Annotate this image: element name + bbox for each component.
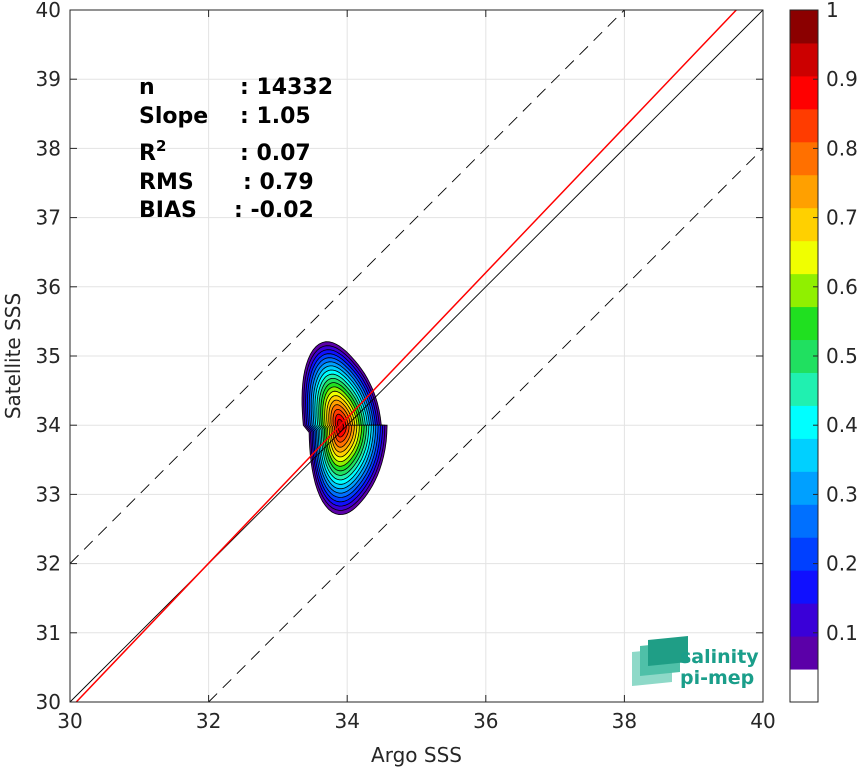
y-tick-label: 30 <box>36 690 61 714</box>
colorbar-segment <box>790 405 818 439</box>
colorbar-tick-label: 0.5 <box>826 344 858 368</box>
colorbar-segment <box>790 10 818 44</box>
x-axis-label: Argo SSS <box>371 743 462 767</box>
colorbar-segment <box>790 240 818 275</box>
lower-bound-line <box>208 148 764 703</box>
colorbar-segment <box>790 537 818 571</box>
stat-label: RMS <box>139 170 194 195</box>
stat-value: : 1.05 <box>240 104 311 129</box>
stat-label: Slope <box>139 104 208 129</box>
y-tick-label: 35 <box>36 344 61 368</box>
colorbar-tick-label: 0.3 <box>826 482 858 506</box>
stat-value: : 14332 <box>240 75 333 100</box>
x-tick-label: 32 <box>196 709 221 733</box>
colorbar-segment <box>790 636 818 670</box>
colorbar-tick-label: 0.9 <box>826 67 858 91</box>
colorbar-segment <box>790 75 818 110</box>
colorbar-segment <box>790 174 818 209</box>
stats-box: n : 14332 Slope : 1.05 R2 : 0.07 RMS : 0.79 BIAS… <box>139 75 333 223</box>
colorbar-tick-label: 0.6 <box>826 275 858 299</box>
colorbar-segment <box>790 504 818 538</box>
y-tick-label: 40 <box>36 0 61 22</box>
colorbar-segment <box>790 372 818 406</box>
colorbar-segment <box>790 42 818 77</box>
y-tick-label: 38 <box>36 136 61 160</box>
axis-ticks: 30 32 34 36 38 40 30 31 32 33 34 35 36 37 38 39 40 <box>36 0 776 733</box>
y-tick-label: 33 <box>36 482 61 506</box>
logo-waves-icon <box>632 636 688 686</box>
colorbar-segment <box>790 306 818 341</box>
colorbar-segment <box>790 207 818 242</box>
logo-line2: pi-mep <box>680 667 754 689</box>
reference-lines <box>69 9 764 703</box>
stat-label: n <box>139 75 155 100</box>
x-tick-label: 36 <box>473 709 498 733</box>
colorbar-tick-label: 1 <box>826 0 839 22</box>
y-tick-label: 34 <box>36 413 61 437</box>
colorbar-tick-label: 0.2 <box>826 552 858 576</box>
colorbar-segment <box>790 108 818 143</box>
fit-line <box>75 9 737 703</box>
stat-label: BIAS <box>139 198 197 223</box>
upper-bound-line <box>69 9 625 564</box>
x-tick-label: 30 <box>57 709 82 733</box>
colorbar: 0.1 0.2 0.3 0.4 0.5 0.6 0.7 0.8 0.9 1 <box>789 0 858 703</box>
y-axis-label: Satellite SSS <box>1 293 25 419</box>
y-tick-label: 31 <box>36 621 61 645</box>
colorbar-tick-label: 0.1 <box>826 621 858 645</box>
salinity-pi-mep-logo: salinity pi-mep <box>632 636 759 689</box>
stat-superscript: 2 <box>156 137 166 155</box>
colorbar-tick-label: 0.8 <box>826 136 858 160</box>
x-tick-label: 38 <box>612 709 637 733</box>
x-tick-label: 40 <box>750 709 775 733</box>
colorbar-segment <box>790 669 818 703</box>
stat-value: : 0.07 <box>240 141 311 166</box>
stat-label: R2 <box>139 137 166 166</box>
colorbar-segment <box>790 471 818 505</box>
y-tick-label: 32 <box>36 552 61 576</box>
colorbar-segment <box>790 570 818 604</box>
logo-line1: salinity <box>680 646 759 668</box>
stat-value: : 0.79 <box>243 170 314 195</box>
density-contours <box>301 341 388 516</box>
colorbar-segment <box>790 438 818 472</box>
y-tick-label: 39 <box>36 67 61 91</box>
colorbar-tick-label: 0.4 <box>826 413 858 437</box>
y-tick-label: 36 <box>36 275 61 299</box>
colorbar-segment <box>790 273 818 308</box>
colorbar-segment <box>790 141 818 176</box>
stat-value: : -0.02 <box>234 198 314 223</box>
colorbar-segment <box>790 603 818 637</box>
y-tick-label: 37 <box>36 206 61 230</box>
colorbar-tick-label: 0.7 <box>826 206 858 230</box>
x-tick-label: 34 <box>334 709 359 733</box>
